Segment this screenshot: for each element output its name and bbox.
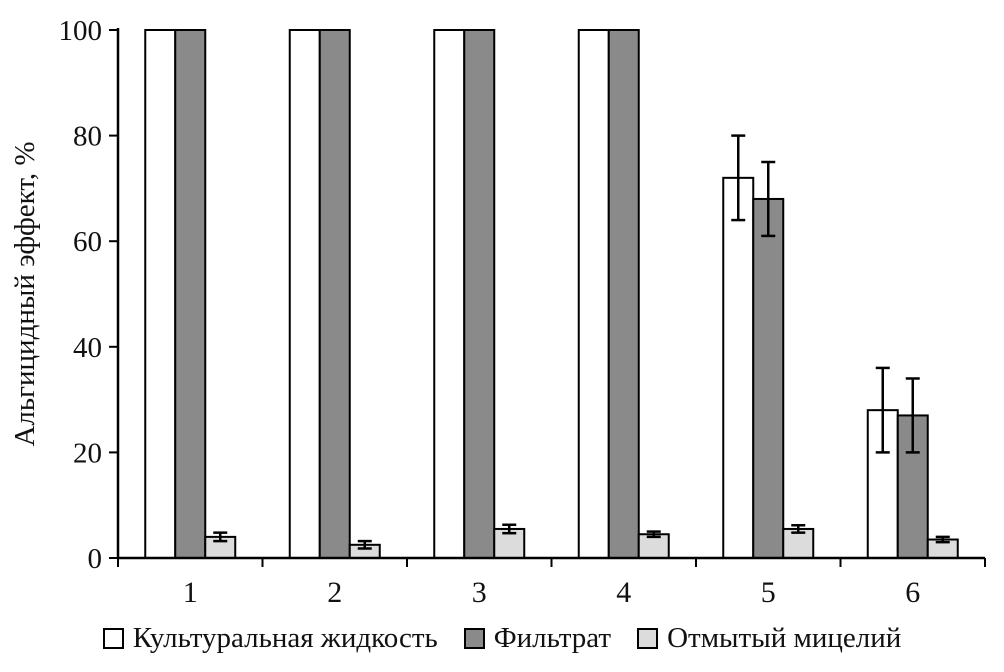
bar-5-series-0 bbox=[722, 176, 755, 559]
x-category-label: 4 bbox=[616, 576, 631, 604]
bar-3-series-0 bbox=[433, 29, 466, 559]
x-category-label: 1 bbox=[183, 576, 198, 604]
legend-label-filtrate: Фильтрат bbox=[493, 621, 612, 654]
x-category-label: 3 bbox=[472, 576, 487, 604]
bar-4-series-0 bbox=[577, 29, 610, 559]
bar-2-series-0 bbox=[288, 29, 321, 559]
bar-2-series-1 bbox=[318, 29, 351, 559]
bar-5-series-1 bbox=[752, 197, 785, 560]
legend-item-filtrate: Фильтрат bbox=[463, 621, 612, 655]
chart-legend: Культуральная жидкость Фильтрат Отмытый … bbox=[0, 610, 1004, 666]
x-category-label: 6 bbox=[905, 576, 920, 604]
legend-item-washed-mycelium: Отмытый мицелий bbox=[637, 622, 901, 655]
legend-label-culture-liquid: Культуральная жидкость bbox=[132, 621, 438, 654]
legend-label-washed-mycelium: Отмытый мицелий bbox=[667, 621, 902, 654]
y-tick-label: 80 bbox=[73, 121, 102, 153]
legend-swatch-filtrate-icon bbox=[463, 627, 485, 649]
bar-4-series-1 bbox=[607, 29, 640, 559]
bar-3-series-1 bbox=[463, 29, 496, 559]
bar-1-series-0 bbox=[144, 29, 177, 559]
y-tick-label: 100 bbox=[59, 15, 103, 47]
bar-chart: 0 20 40 60 80 100 1 2 3 4 5 6 Альгицидный эффект, % bbox=[9, 15, 986, 604]
x-category-label: 5 bbox=[761, 576, 776, 604]
y-axis-title: Альгицидный эффект, % bbox=[9, 141, 41, 446]
legend-item-culture-liquid: Культуральная жидкость bbox=[102, 621, 438, 655]
y-tick-label: 20 bbox=[73, 437, 102, 469]
legend-swatch-washed-mycelium-icon bbox=[637, 627, 659, 649]
x-category-label: 2 bbox=[327, 576, 342, 604]
y-tick-label: 0 bbox=[88, 543, 103, 575]
y-tick-label: 60 bbox=[73, 226, 102, 258]
y-tick-label: 40 bbox=[73, 332, 102, 364]
legend-swatch-culture-liquid-icon bbox=[102, 627, 124, 649]
bar-1-series-1 bbox=[174, 29, 207, 559]
